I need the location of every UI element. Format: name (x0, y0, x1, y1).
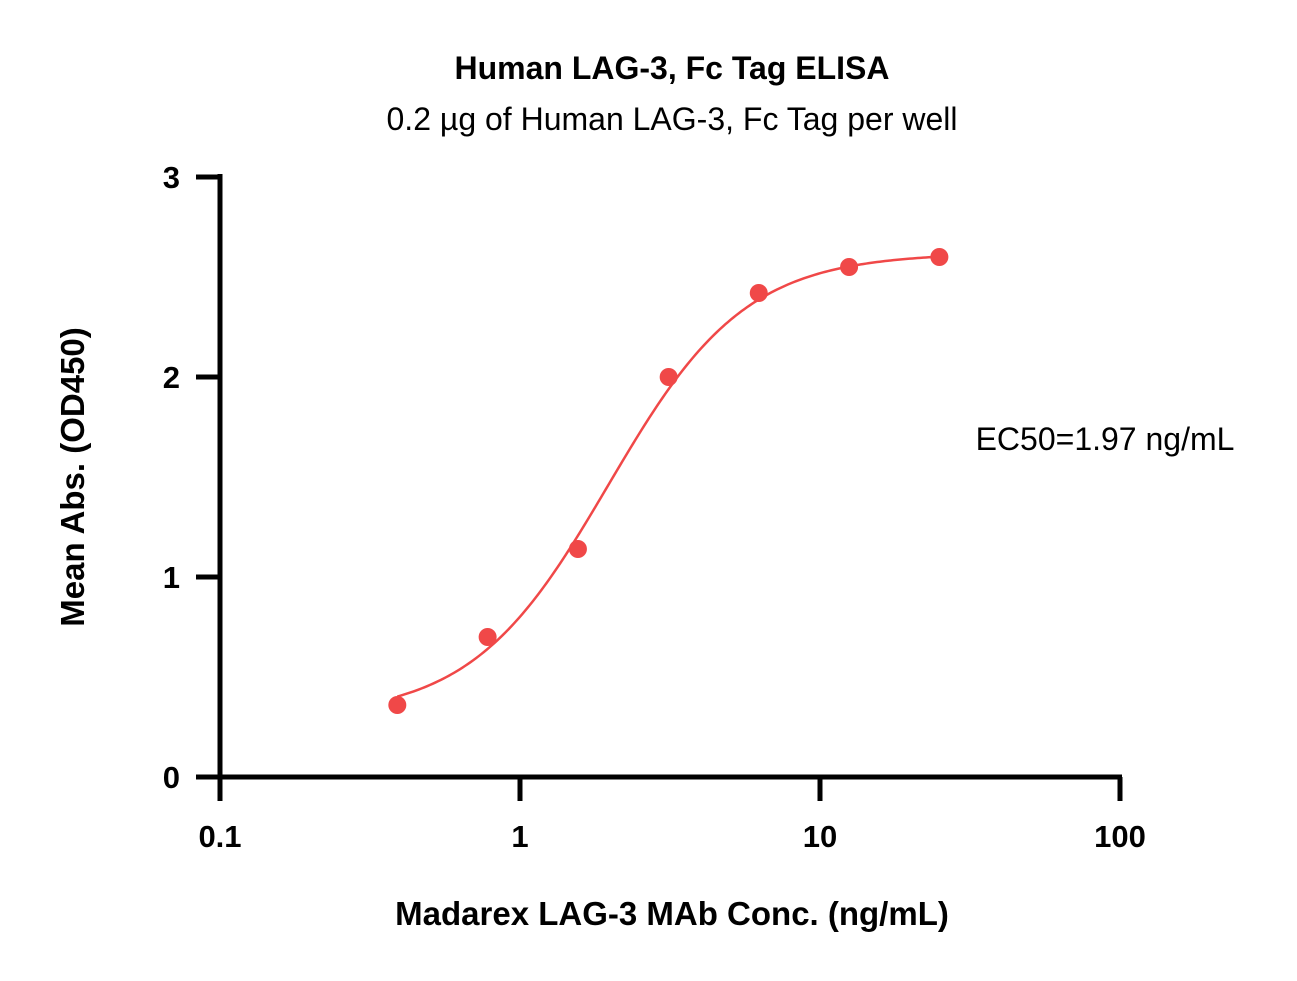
chart-title: Human LAG-3, Fc Tag ELISA (455, 50, 890, 86)
x-tick-label: 1 (511, 819, 528, 854)
tick-labels: 0.1 1 10 100 0 1 2 3 (163, 160, 1146, 854)
data-point (840, 258, 859, 276)
x-axis-label: Madarex LAG-3 MAb Conc. (ng/mL) (395, 895, 949, 932)
y-tick-label: 2 (163, 360, 180, 395)
y-tick-label: 3 (163, 160, 180, 195)
chart-subtitle: 0.2 µg of Human LAG-3, Fc Tag per well (387, 101, 958, 137)
y-tick-label: 0 (163, 760, 180, 795)
data-point (388, 696, 407, 714)
y-axis-label: Mean Abs. (OD450) (54, 327, 91, 627)
data-point (478, 628, 497, 646)
data-point (659, 368, 678, 386)
ticks (196, 174, 1123, 801)
data-point (568, 540, 587, 558)
fit-curve (396, 255, 940, 698)
x-tick-label: 10 (803, 819, 837, 854)
data-point (749, 284, 768, 302)
ec50-annotation: EC50=1.97 ng/mL (976, 421, 1235, 457)
data-points (388, 248, 949, 714)
x-tick-label: 0.1 (198, 819, 241, 854)
data-point (930, 248, 949, 266)
y-tick-label: 1 (163, 560, 180, 595)
axes (217, 174, 1122, 780)
x-tick-label: 100 (1094, 819, 1146, 854)
